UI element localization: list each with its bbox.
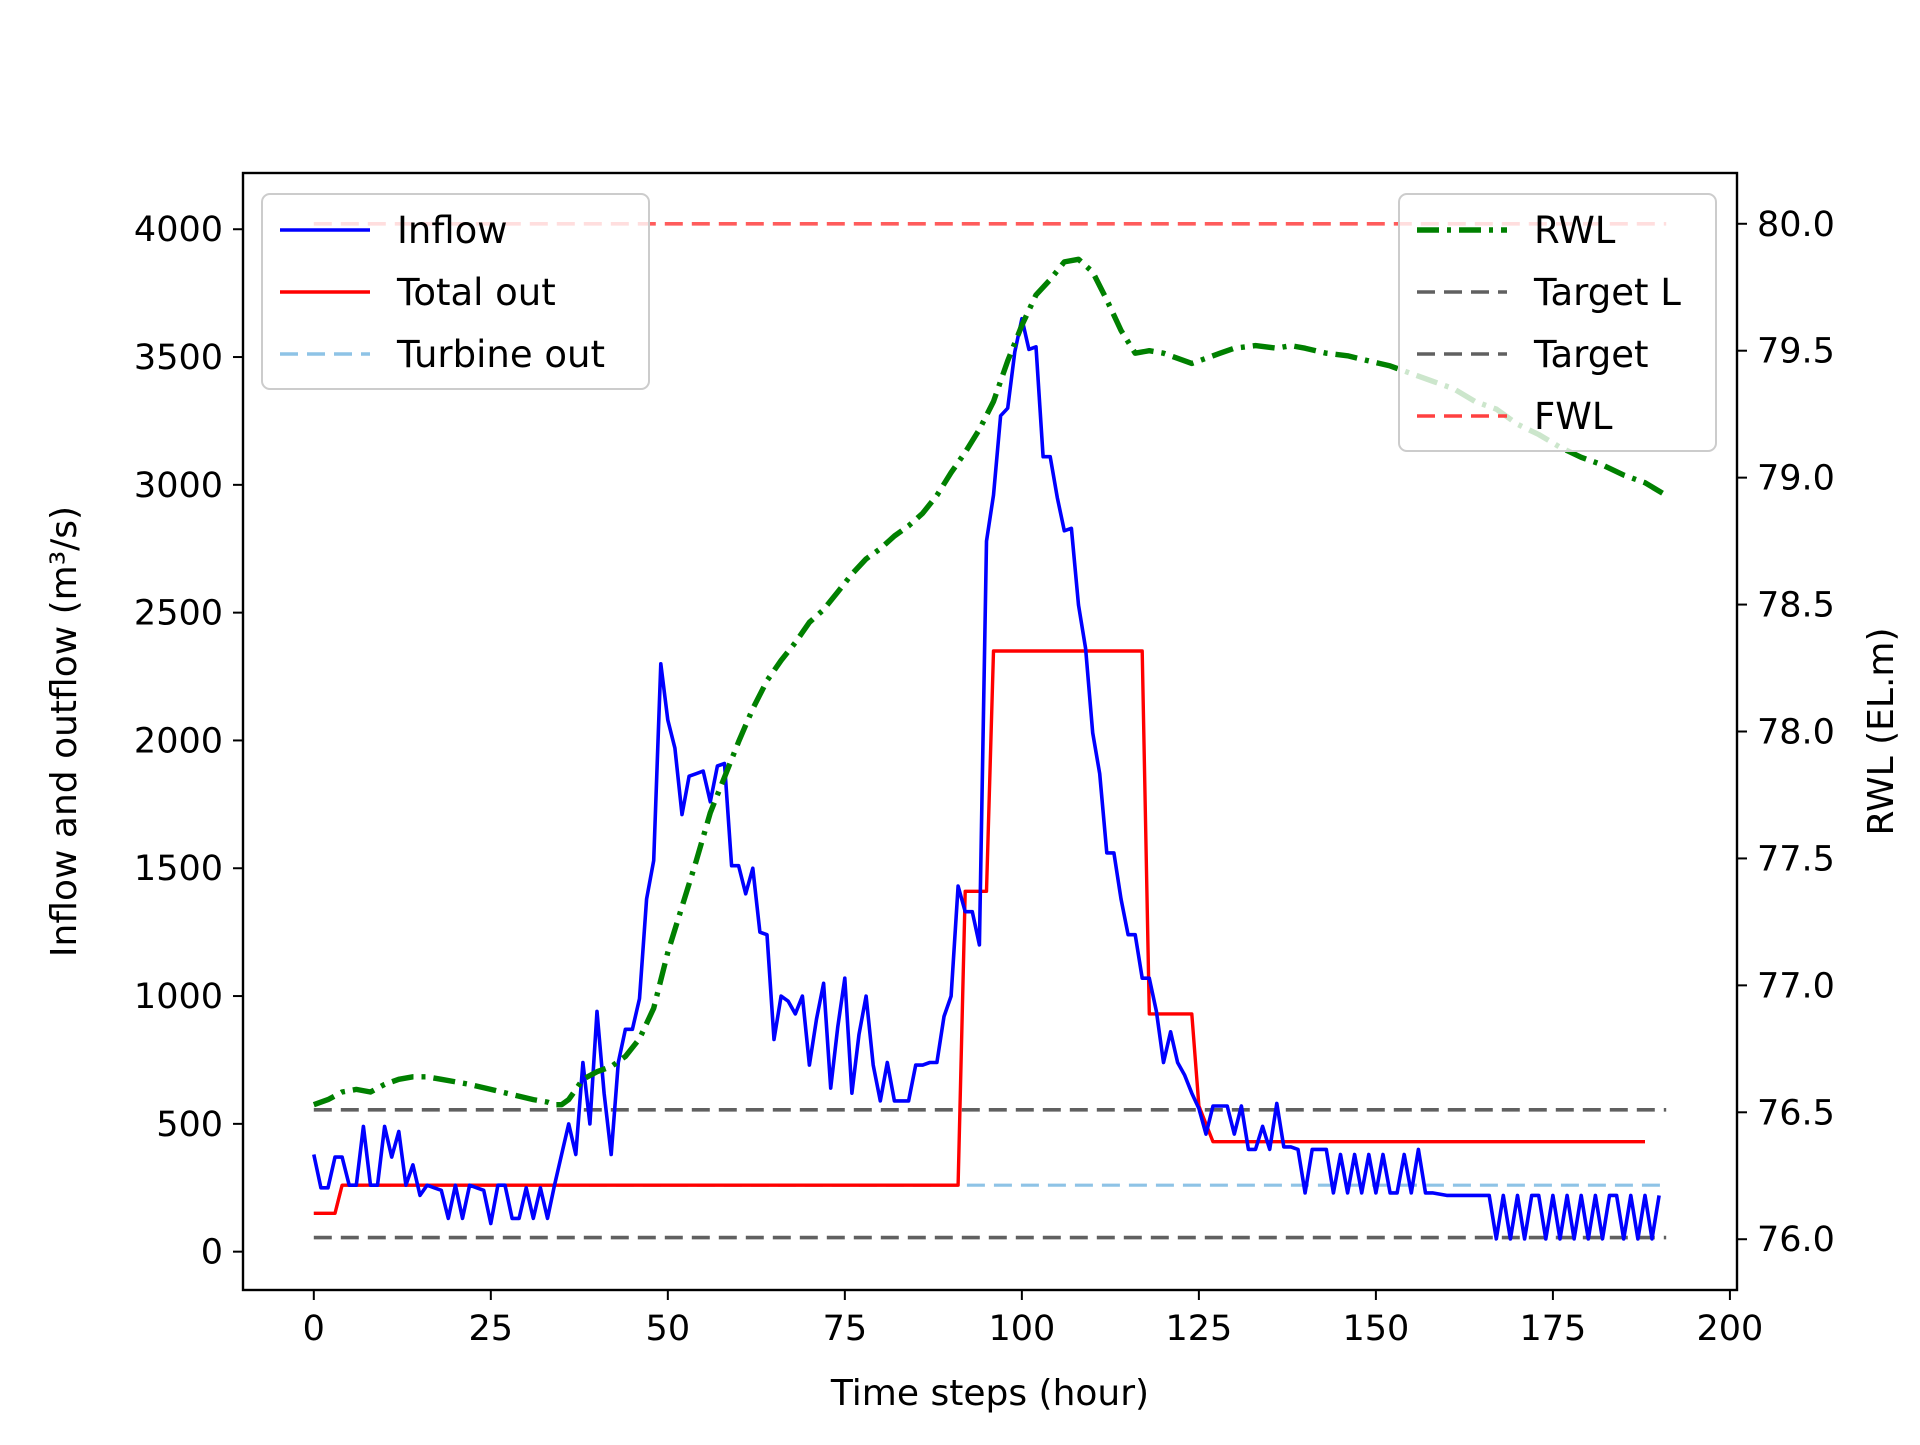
y-left-tick-label: 2500 (134, 594, 223, 634)
legend-layer: Inflow Total out Turbine out RWL Target L Tar… (261, 193, 1717, 452)
legend-right-label-target-l: Target L (1533, 271, 1681, 314)
y-right-tick-label: 76.5 (1757, 1093, 1835, 1133)
x-axis-title: Time steps (hour) (830, 1373, 1149, 1414)
series-inflow-line (312, 316, 1661, 1241)
x-tick-label: 50 (646, 1309, 691, 1349)
y-left-tick-label: 3000 (134, 466, 223, 506)
y-left-axis-title: Inflow and outflow (m³/s) (44, 506, 85, 957)
x-tick-label: 25 (469, 1309, 514, 1349)
y-right-tick-label: 77.0 (1757, 966, 1835, 1006)
series-layer (312, 222, 1668, 1241)
x-tick-label: 0 (303, 1309, 325, 1349)
legend-left-label-total-out: Total out (396, 271, 556, 314)
legend-right-box (1398, 193, 1717, 452)
x-tick-label: 175 (1519, 1309, 1586, 1349)
y-right-tick-label: 79.0 (1757, 459, 1835, 499)
x-tick-label: 125 (1165, 1309, 1232, 1349)
x-tick-label: 100 (988, 1309, 1055, 1349)
y-right-tick-label: 78.0 (1757, 713, 1835, 753)
axes-layer: 0 25 50 75 100 125 150 175 200050010001500200025… (44, 171, 1902, 1414)
y-left-tick-label: 1000 (134, 977, 223, 1017)
legend-left-box (261, 193, 650, 390)
series-rwl-line (312, 256, 1668, 1108)
y-left-tick-label: 0 (201, 1233, 223, 1273)
x-tick-label: 200 (1697, 1309, 1764, 1349)
legend-right-label-target: Target (1533, 333, 1648, 376)
y-left-tick-label: 4000 (134, 210, 223, 250)
y-right-tick-label: 78.5 (1757, 586, 1835, 626)
y-left-tick-label: 500 (156, 1105, 223, 1145)
legend-right-label-rwl: RWL (1534, 209, 1616, 252)
x-tick-label: 150 (1342, 1309, 1409, 1349)
series-turbine-out-line (313, 1183, 1667, 1215)
legend-left-label-inflow: Inflow (397, 209, 508, 252)
y-right-tick-label: 80.0 (1757, 205, 1835, 245)
series-total-out-line (313, 649, 1645, 1215)
x-tick-label: 75 (823, 1309, 868, 1349)
y-left-tick-label: 2000 (134, 721, 223, 761)
y-right-tick-label: 79.5 (1757, 332, 1835, 372)
y-left-tick-label: 1500 (134, 849, 223, 889)
legend-left-label-turbine-out: Turbine out (396, 333, 605, 376)
y-left-tick-label: 3500 (134, 338, 223, 378)
y-right-axis-title: RWL (EL.m) (1861, 627, 1902, 835)
y-right-tick-label: 76.0 (1757, 1220, 1835, 1260)
y-right-tick-label: 77.5 (1757, 839, 1835, 879)
legend-right-label-fwl: FWL (1534, 395, 1613, 438)
